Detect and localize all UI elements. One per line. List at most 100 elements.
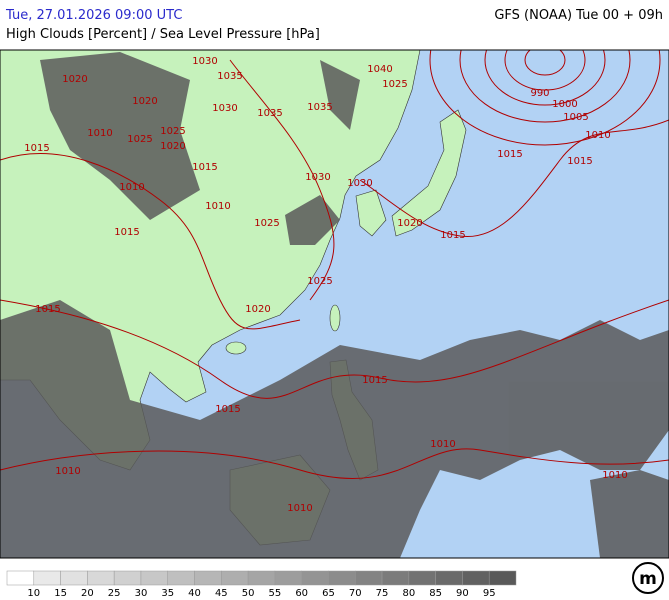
isobar-label: 990 — [530, 88, 549, 99]
isobar-label: 1015 — [440, 230, 465, 241]
isobar-label: 1030 — [192, 56, 217, 67]
legend-swatch — [328, 570, 356, 586]
isobar — [484, 50, 606, 106]
legend-label: 35 — [161, 588, 174, 599]
legend-label: 15 — [54, 588, 67, 599]
map-title: High Clouds [Percent] / Sea Level Pressu… — [6, 27, 320, 42]
isobar-label: 1010 — [55, 466, 80, 477]
isobar-label: 1025 — [127, 134, 152, 145]
isobar-label: 1015 — [497, 149, 522, 160]
isobar-label: 1010 — [287, 503, 312, 514]
legend-label: 60 — [295, 588, 308, 599]
legend-swatch — [194, 570, 222, 586]
isobar-label: 1005 — [563, 112, 588, 123]
legend-swatch — [488, 570, 517, 586]
model-info: GFS (NOAA) Tue 00 + 09h — [494, 8, 663, 23]
logo-circle — [632, 562, 664, 594]
legend-label: 10 — [27, 588, 40, 599]
isobar-label: 1010 — [87, 128, 112, 139]
isobar-label: 1015 — [35, 304, 60, 315]
isobar — [459, 50, 631, 123]
legend-swatch — [408, 570, 436, 586]
isobar — [504, 50, 586, 91]
legend-label: 25 — [108, 588, 121, 599]
isobars — [0, 50, 669, 479]
legend-label: 45 — [215, 588, 228, 599]
legend: 10 15 20 25 30 35 40 45 50 55 60 65 70 75 80 85 90 95 — [6, 570, 517, 599]
map-frame — [0, 49, 669, 559]
isobar-label: 1020 — [160, 141, 185, 152]
isobar-label: 1000 — [552, 99, 577, 110]
isobar — [229, 59, 335, 301]
isobar-label: 1040 — [367, 64, 392, 75]
legend-label: 40 — [188, 588, 201, 599]
cloud-area — [320, 60, 360, 130]
isobar — [359, 119, 669, 238]
japan — [391, 109, 467, 237]
logo-text: m — [639, 569, 657, 589]
legend-swatch — [221, 570, 249, 586]
isobar-label: 1010 — [205, 201, 230, 212]
legend-swatch — [6, 570, 35, 586]
legend-swatch — [301, 570, 329, 586]
cloud-area — [590, 470, 669, 558]
isobar-label: 1015 — [362, 375, 387, 386]
legend-swatch — [140, 570, 168, 586]
clouds — [0, 52, 669, 558]
isobar-label: 1020 — [397, 218, 422, 229]
isobar-label: 1015 — [114, 227, 139, 238]
legend-label: 90 — [456, 588, 469, 599]
isobar-label: 1010 — [430, 439, 455, 450]
cloud-area — [40, 52, 200, 220]
isobar-label: 1025 — [307, 276, 332, 287]
legend-swatch — [435, 570, 463, 586]
isobar-label: 1025 — [254, 218, 279, 229]
legend-swatch — [60, 570, 88, 586]
legend-label: 20 — [81, 588, 94, 599]
isobar-label: 1030 — [212, 103, 237, 114]
isobar-label: 1020 — [132, 96, 157, 107]
legend-swatch — [33, 570, 61, 586]
legend-label: 85 — [429, 588, 442, 599]
legend-label: 55 — [269, 588, 282, 599]
legend-label: 65 — [322, 588, 335, 599]
legend-label: 95 — [483, 588, 496, 599]
isobar-label: 1015 — [24, 143, 49, 154]
isobar-label: 1015 — [215, 404, 240, 415]
logo: m — [632, 562, 664, 594]
taiwan — [329, 304, 341, 332]
korea — [355, 189, 387, 237]
isobar — [0, 153, 301, 330]
legend-swatch — [462, 570, 490, 586]
isobar-label: 1035 — [307, 102, 332, 113]
legend-label: 30 — [135, 588, 148, 599]
cloud-area — [0, 300, 669, 558]
legend-swatch — [355, 570, 383, 586]
isobar-label: 1010 — [602, 470, 627, 481]
legend-swatch — [113, 570, 142, 586]
isobar-label: 1025 — [160, 126, 185, 137]
legend-swatch — [87, 570, 115, 586]
isobar — [0, 448, 669, 479]
isobar-label: 1020 — [62, 74, 87, 85]
isobar-label: 1010 — [119, 182, 144, 193]
isobar-label: 1015 — [192, 162, 217, 173]
isobar-label: 1035 — [217, 71, 242, 82]
hainan — [225, 341, 247, 355]
legend-swatch — [381, 570, 410, 586]
isobar-label: 1015 — [567, 156, 592, 167]
legend-label: 50 — [242, 588, 255, 599]
isobar-label: 1010 — [585, 130, 610, 141]
legend-swatch — [167, 570, 195, 586]
datetime: Tue, 27.01.2026 09:00 UTC — [5, 8, 182, 23]
isobar-label: 1020 — [245, 304, 270, 315]
isobar — [429, 50, 661, 146]
legend-swatch — [247, 570, 276, 586]
isobar-label: 1030 — [305, 172, 330, 183]
legend-label: 80 — [402, 588, 415, 599]
isobar-label: 1025 — [382, 79, 407, 90]
isobar — [524, 50, 566, 76]
